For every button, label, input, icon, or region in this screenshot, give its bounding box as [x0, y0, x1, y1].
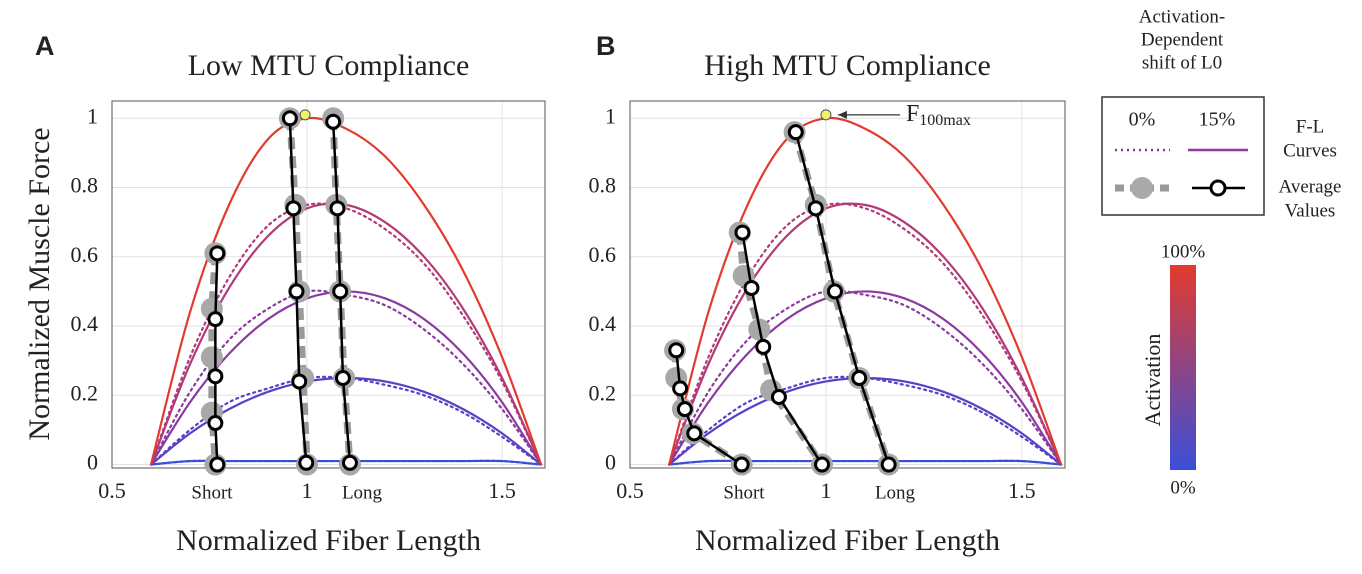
average-point — [743, 279, 760, 296]
annotation-subscript: 100max — [919, 112, 971, 129]
average-point — [851, 369, 868, 386]
legend-label: Values — [1285, 200, 1336, 221]
fl-curve — [668, 290, 1063, 466]
y-tick-label: 0.6 — [71, 242, 99, 267]
average-point — [207, 414, 224, 431]
average-point — [686, 425, 703, 442]
y-axis-label: Normalized Muscle Force — [23, 127, 56, 440]
fl-curve — [668, 289, 1063, 466]
average-point — [826, 283, 843, 300]
y-tick-label: 0.6 — [589, 242, 617, 267]
y-tick-label: 1 — [87, 103, 98, 128]
x-tick-label: 0.5 — [98, 478, 126, 503]
legend-title: Activation- — [1139, 6, 1226, 27]
long-label: Long — [875, 482, 916, 503]
plot-frame — [629, 100, 1066, 469]
peak-marker — [820, 109, 832, 121]
average-point — [281, 110, 298, 127]
legend-gray-dot — [1131, 177, 1153, 199]
average-point — [880, 456, 897, 473]
average-point — [291, 373, 308, 390]
average-point — [209, 456, 226, 473]
average-point — [332, 283, 349, 300]
y-tick-label: 0.2 — [71, 380, 99, 405]
chart-title: High MTU Compliance — [704, 49, 991, 82]
legend-title: shift of L0 — [1142, 52, 1222, 73]
short-label: Short — [723, 482, 765, 503]
legend-label: 0% — [1129, 109, 1156, 131]
x-tick-label: 1.5 — [488, 478, 516, 503]
legend-box — [1101, 96, 1265, 216]
colorbar-min: 0% — [1170, 477, 1196, 498]
legend-label: 15% — [1199, 109, 1236, 131]
average-point — [733, 456, 750, 473]
fl-curve — [669, 459, 1062, 466]
fl-curve — [668, 202, 1063, 465]
legend-label: F-L — [1296, 116, 1325, 137]
x-tick-label: 1 — [820, 478, 831, 503]
y-tick-label: 0.2 — [589, 380, 617, 405]
panel-label: A — [35, 31, 55, 61]
average-point — [341, 454, 358, 471]
colorbar-max: 100% — [1161, 241, 1206, 262]
average-point — [755, 338, 772, 355]
legend-title: Dependent — [1141, 29, 1224, 50]
average-point — [325, 113, 342, 130]
annotation-arrowhead — [837, 110, 847, 119]
x-axis-label: Normalized Fiber Length — [176, 524, 481, 557]
colorbar — [1170, 265, 1196, 470]
legend-black-dot — [1209, 179, 1227, 197]
chart-title: Low MTU Compliance — [188, 49, 470, 82]
annotation-text: F — [906, 100, 919, 126]
long-label: Long — [342, 482, 383, 503]
average-point — [209, 245, 226, 262]
x-axis-label: Normalized Fiber Length — [695, 524, 1000, 557]
panel-label: B — [596, 31, 616, 61]
average-point — [814, 456, 831, 473]
y-tick-label: 0.4 — [589, 311, 617, 336]
average-point — [207, 311, 224, 328]
fl-curve — [668, 116, 1063, 465]
average-point — [734, 224, 751, 241]
average-point — [807, 200, 824, 217]
y-tick-label: 0 — [87, 450, 98, 475]
plot-frame — [111, 100, 546, 469]
y-tick-label: 0.4 — [71, 311, 99, 336]
fl-curve — [668, 202, 1063, 466]
average-point — [200, 346, 223, 369]
average-point — [668, 342, 685, 359]
average-point — [770, 389, 787, 406]
legend-label: Curves — [1283, 140, 1337, 161]
y-tick-label: 0.8 — [589, 173, 617, 198]
x-tick-label: 0.5 — [616, 478, 644, 503]
legend-label: Average — [1279, 176, 1342, 197]
average-point — [288, 283, 305, 300]
y-tick-label: 0.8 — [71, 173, 99, 198]
average-point — [207, 368, 224, 385]
average-point — [787, 124, 804, 141]
average-point — [676, 401, 693, 418]
y-tick-label: 0 — [605, 450, 616, 475]
annotation: F100max — [906, 100, 971, 128]
x-tick-label: 1.5 — [1008, 478, 1036, 503]
average-point — [285, 200, 302, 217]
x-tick-label: 1 — [302, 478, 313, 503]
y-tick-label: 1 — [605, 103, 616, 128]
colorbar-label: Activation — [1140, 334, 1165, 427]
fl-curve — [149, 202, 543, 466]
short-label: Short — [191, 482, 233, 503]
fl-curve — [149, 116, 543, 465]
peak-marker — [299, 109, 311, 121]
average-point — [298, 454, 315, 471]
average-point — [329, 200, 346, 217]
average-point — [334, 369, 351, 386]
average-point — [672, 380, 689, 397]
